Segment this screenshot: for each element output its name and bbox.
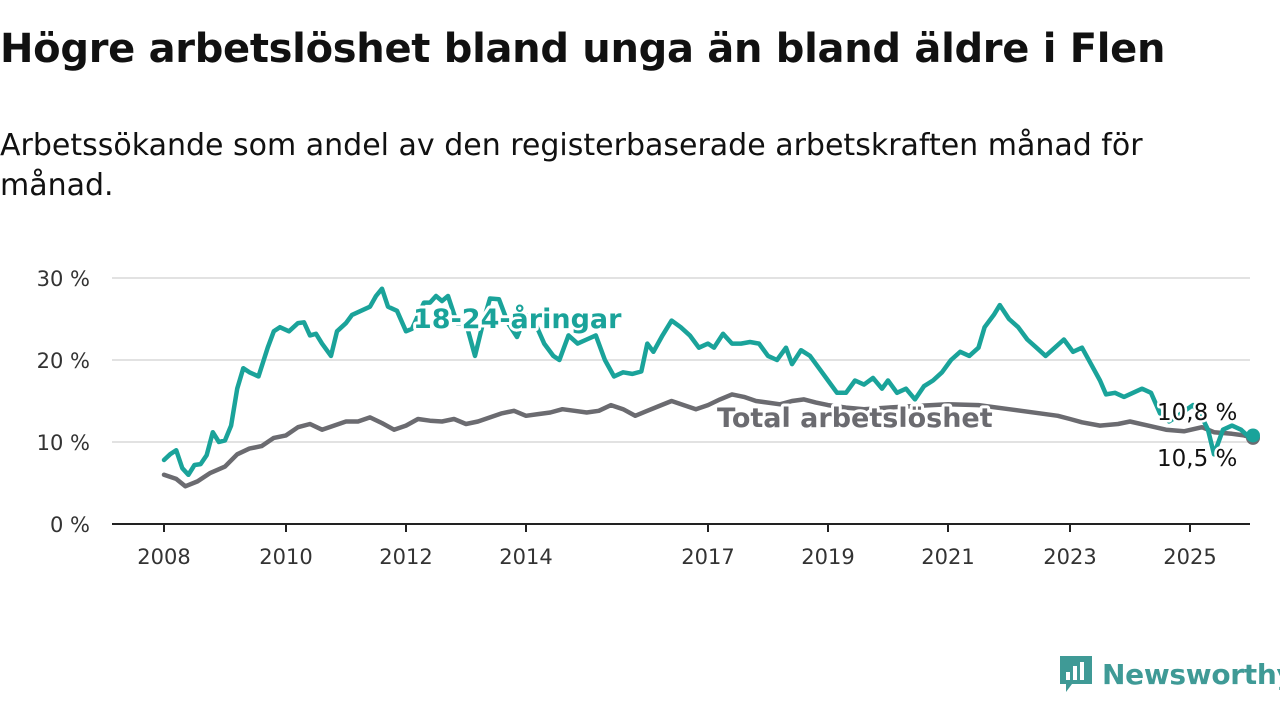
- y-tick-label: 30 %: [37, 267, 90, 291]
- line-chart: 0 % 10 % 20 % 30 % 2008 2010 2012 2014 2017 2019…: [37, 267, 1260, 569]
- y-axis-ticks: 0 % 10 % 20 % 30 %: [37, 267, 90, 537]
- x-tick-label: 2010: [259, 545, 312, 569]
- chart-subtitle: Arbetssökande som andel av den registerb…: [0, 128, 1143, 203]
- series-end-point: [1246, 428, 1260, 443]
- x-tick-label: 2014: [499, 545, 552, 569]
- x-tick-label: 2008: [137, 545, 190, 569]
- series-line-youth: [161, 286, 1256, 478]
- end-label-total: 10,5 %: [1157, 446, 1237, 472]
- x-tick-label: 2021: [921, 545, 974, 569]
- y-tick-label: 0 %: [50, 513, 90, 537]
- x-tick-label: 2017: [681, 545, 734, 569]
- series-labels: 18-24-åringar Total arbetslöshet 10,8 % 10,…: [410, 300, 1240, 475]
- end-label-youth: 10,8 %: [1157, 400, 1237, 426]
- newsworthy-brand: Newsworthy: [1058, 654, 1280, 694]
- bar-chart-logo-icon: [1060, 656, 1092, 692]
- brand-name: Newsworthy: [1102, 657, 1280, 691]
- chart-title: Högre arbetslöshet bland unga än bland ä…: [0, 26, 1166, 72]
- series-lines: [161, 286, 1260, 489]
- series-line-total: [161, 392, 1256, 489]
- x-tick-label: 2025: [1163, 545, 1216, 569]
- y-tick-label: 20 %: [37, 349, 90, 373]
- series-label-total: Total arbetslöshet: [717, 403, 993, 434]
- x-tick-label: 2019: [801, 545, 854, 569]
- x-tick-label: 2023: [1043, 545, 1096, 569]
- series-label-youth: 18-24-åringar: [413, 303, 622, 335]
- y-tick-label: 10 %: [37, 431, 90, 455]
- x-tick-label: 2012: [379, 545, 432, 569]
- gridlines: [112, 277, 1250, 443]
- x-axis-ticks: 2008 2010 2012 2014 2017 2019 2021 2023 2025: [137, 524, 1217, 569]
